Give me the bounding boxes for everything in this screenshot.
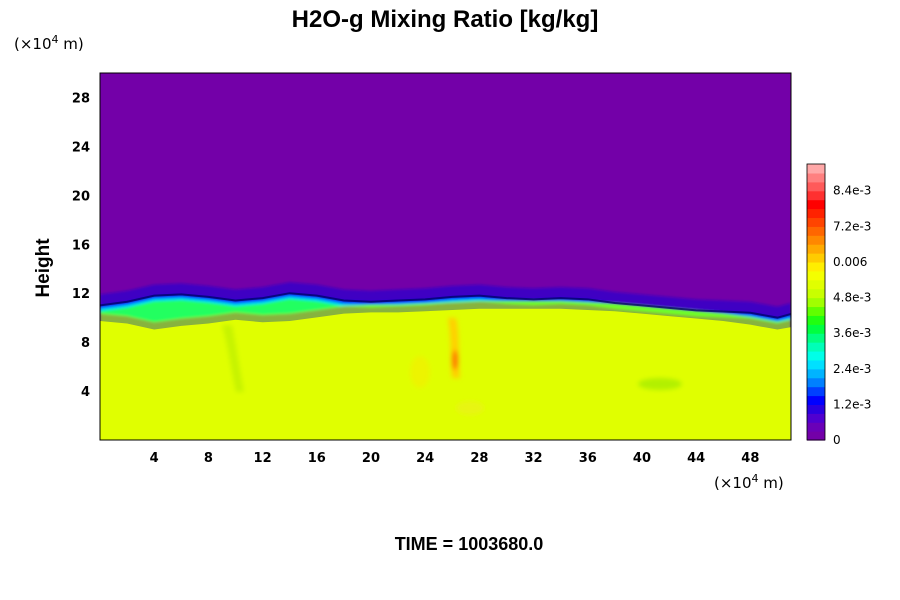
interface-line	[100, 292, 791, 319]
moist-patch	[410, 356, 430, 388]
heatmap-field	[100, 73, 791, 440]
y-unit-exponent: 4	[52, 33, 59, 46]
y-tick-label: 28	[72, 91, 90, 106]
colorbar-swatch	[807, 164, 825, 174]
y-tick-labels: 4 8 12 16 20 24 28	[72, 91, 90, 400]
dry-patch	[638, 378, 682, 390]
y-unit-label: (×104 m)	[14, 33, 84, 53]
y-unit-prefix: (×10	[14, 35, 52, 53]
colorbar-label: 0.006	[833, 255, 867, 269]
fringe-band	[100, 282, 791, 318]
colorbar-swatch	[807, 395, 825, 405]
x-tick-label: 40	[633, 451, 651, 466]
x-tick-label: 8	[204, 451, 213, 466]
x-tick-label: 36	[579, 451, 597, 466]
colorbar-label: 2.4e-3	[833, 362, 871, 376]
colorbar-swatch	[807, 217, 825, 227]
x-unit-prefix: (×10	[714, 474, 752, 492]
colorbar-label: 8.4e-3	[833, 184, 871, 198]
x-tick-label: 32	[525, 451, 543, 466]
x-tick-label: 4	[150, 451, 159, 466]
x-tick-label: 24	[416, 451, 434, 466]
colorbar-swatch	[807, 208, 825, 219]
colorbar: 0 1.2e-3 2.4e-3 3.6e-3 4.8e-3 0.006 7.2e-3 8.4e…	[806, 163, 871, 447]
colorbar-swatch	[807, 359, 825, 370]
x-tick-labels: 4 8 12 16 20 24 28 32 36 40 44 48	[150, 451, 760, 466]
x-unit-exponent: 4	[752, 472, 759, 485]
colorbar-swatch	[807, 306, 825, 316]
colorbar-swatch	[807, 324, 825, 334]
colorbar-label: 4.8e-3	[833, 291, 871, 305]
colorbar-swatch	[807, 226, 825, 236]
x-tick-label: 20	[362, 451, 380, 466]
colorbar-swatch	[807, 422, 825, 432]
colorbar-label: 3.6e-3	[833, 326, 871, 340]
moist-structures	[222, 318, 682, 415]
colorbar-swatch	[807, 315, 825, 325]
y-tick-label: 24	[72, 140, 90, 155]
time-label: TIME = 1003680.0	[395, 534, 544, 554]
colorbar-swatch	[807, 235, 825, 245]
x-tick-label: 44	[687, 451, 705, 466]
colorbar-swatch	[807, 244, 825, 254]
y-tick-label: 4	[81, 385, 90, 400]
y-unit-suffix: m)	[59, 35, 84, 53]
plot-frame	[99, 72, 792, 441]
colorbar-label: 7.2e-3	[833, 219, 871, 233]
colorbar-label: 0	[833, 433, 841, 447]
x-tick-label: 48	[741, 451, 759, 466]
chart-title: H2O-g Mixing Ratio [kg/kg]	[292, 6, 599, 33]
x-tick-label: 28	[470, 451, 488, 466]
colorbar-swatch	[807, 253, 825, 263]
colorbar-swatch	[807, 270, 825, 281]
colorbar-swatch	[807, 297, 825, 308]
y-tick-label: 12	[72, 287, 90, 302]
colorbar-swatch	[807, 413, 825, 423]
transition-layer	[100, 282, 791, 332]
x-tick-label: 16	[308, 451, 326, 466]
surface-patch	[456, 401, 484, 415]
colorbar-swatch	[807, 333, 825, 343]
colorbar-swatch	[807, 172, 825, 183]
colorbar-swatch	[807, 386, 825, 397]
y-tick-label: 16	[72, 238, 90, 253]
y-tick-label: 20	[72, 189, 90, 204]
colorbar-swatch	[807, 190, 825, 201]
colorbar-swatch	[807, 350, 825, 361]
colorbar-swatch	[807, 279, 825, 290]
colorbar-swatch	[807, 199, 825, 210]
colorbar-label: 1.2e-3	[833, 397, 871, 411]
plume-streak	[222, 325, 244, 392]
vapor-core	[452, 350, 458, 370]
x-unit-suffix: m)	[759, 474, 784, 492]
colorbar-frame	[806, 163, 826, 441]
colorbar-swatch	[807, 404, 825, 414]
colorbar-swatch	[807, 368, 825, 379]
colorbar-swatch	[807, 288, 825, 299]
moist-lower-region	[100, 308, 791, 440]
colorbar-swatch	[807, 181, 825, 192]
transition-band-lime	[100, 300, 791, 332]
x-tick-label: 12	[254, 451, 272, 466]
x-unit-label: (×104 m)	[714, 472, 784, 492]
y-axis-label: Height	[33, 238, 54, 298]
colorbar-swatch	[807, 261, 825, 272]
colorbar-swatch	[807, 431, 825, 441]
colorbar-swatch	[807, 342, 825, 352]
colorbar-swatch	[807, 377, 825, 388]
y-tick-label: 8	[81, 336, 90, 351]
